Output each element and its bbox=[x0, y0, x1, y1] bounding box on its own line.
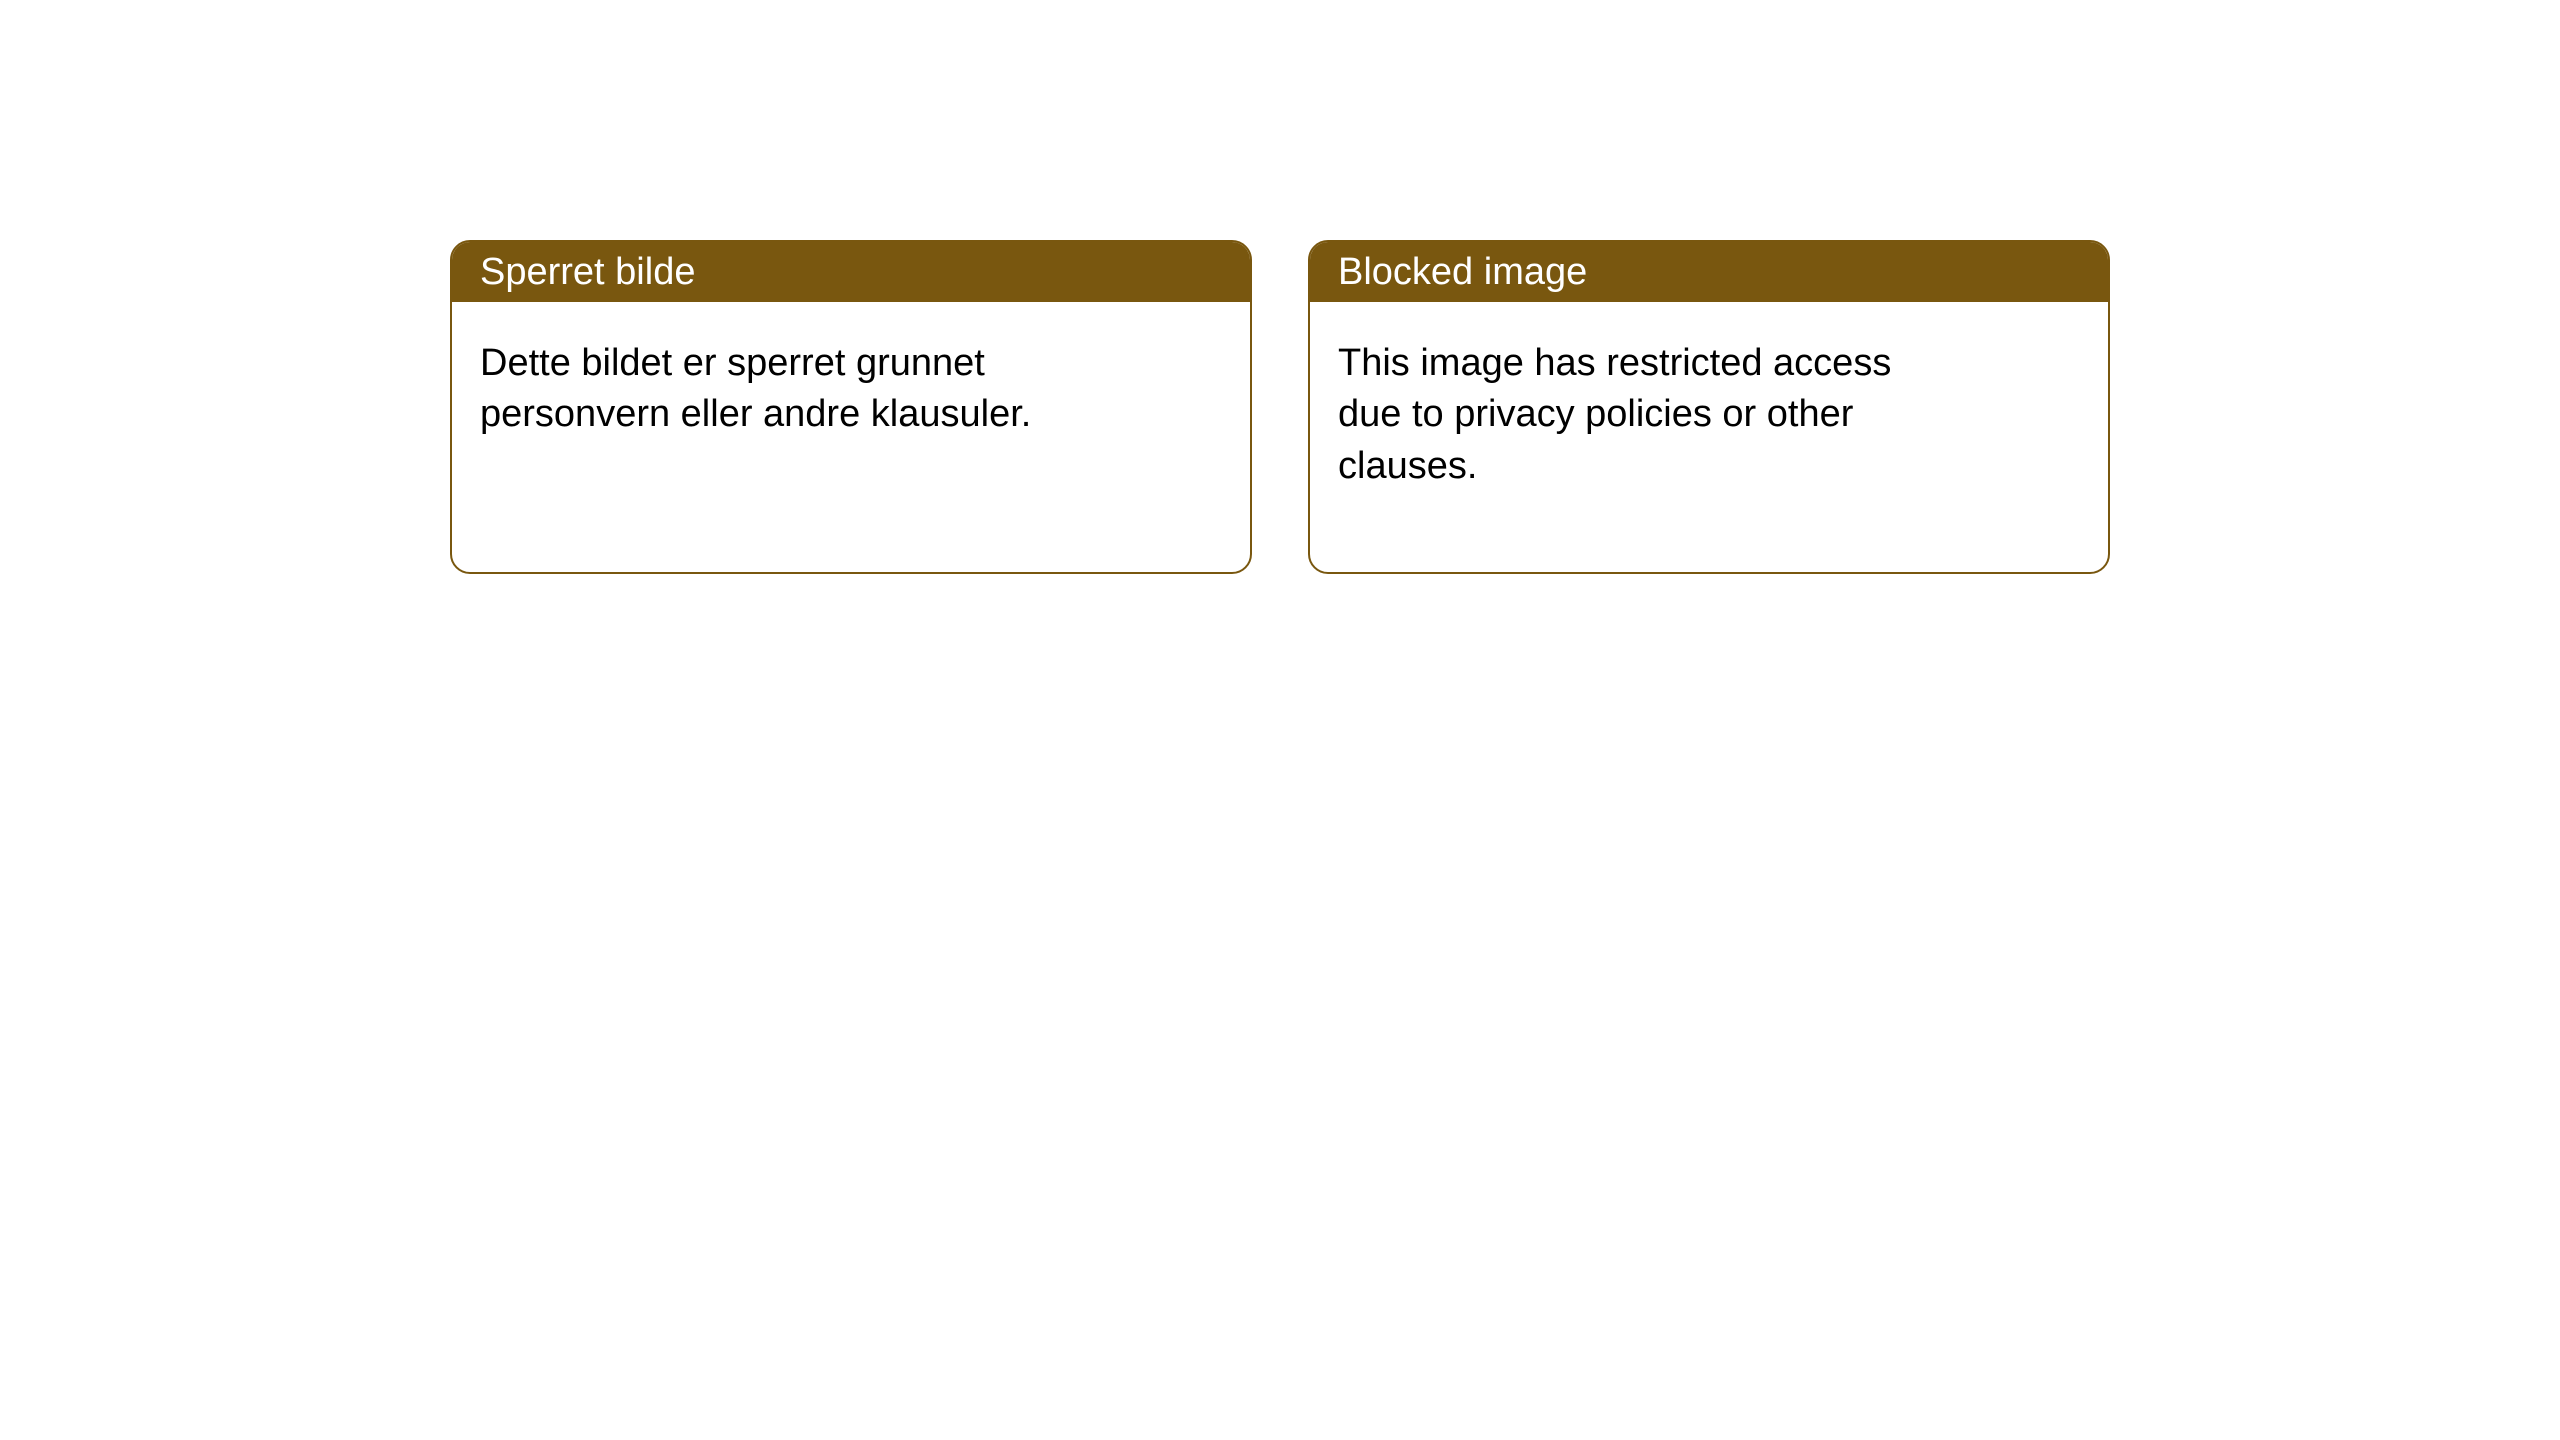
notice-body-text: This image has restricted access due to … bbox=[1338, 342, 1891, 487]
notice-header: Blocked image bbox=[1310, 242, 2108, 302]
notice-body: Dette bildet er sperret grunnet personve… bbox=[452, 302, 1132, 477]
notice-header: Sperret bilde bbox=[452, 242, 1250, 302]
notice-container: Sperret bilde Dette bildet er sperret gr… bbox=[0, 0, 2560, 574]
notice-title: Blocked image bbox=[1338, 251, 1587, 294]
notice-body: This image has restricted access due to … bbox=[1310, 302, 1990, 528]
notice-title: Sperret bilde bbox=[480, 251, 695, 294]
notice-card-norwegian: Sperret bilde Dette bildet er sperret gr… bbox=[450, 240, 1252, 574]
notice-body-text: Dette bildet er sperret grunnet personve… bbox=[480, 342, 1031, 435]
notice-card-english: Blocked image This image has restricted … bbox=[1308, 240, 2110, 574]
